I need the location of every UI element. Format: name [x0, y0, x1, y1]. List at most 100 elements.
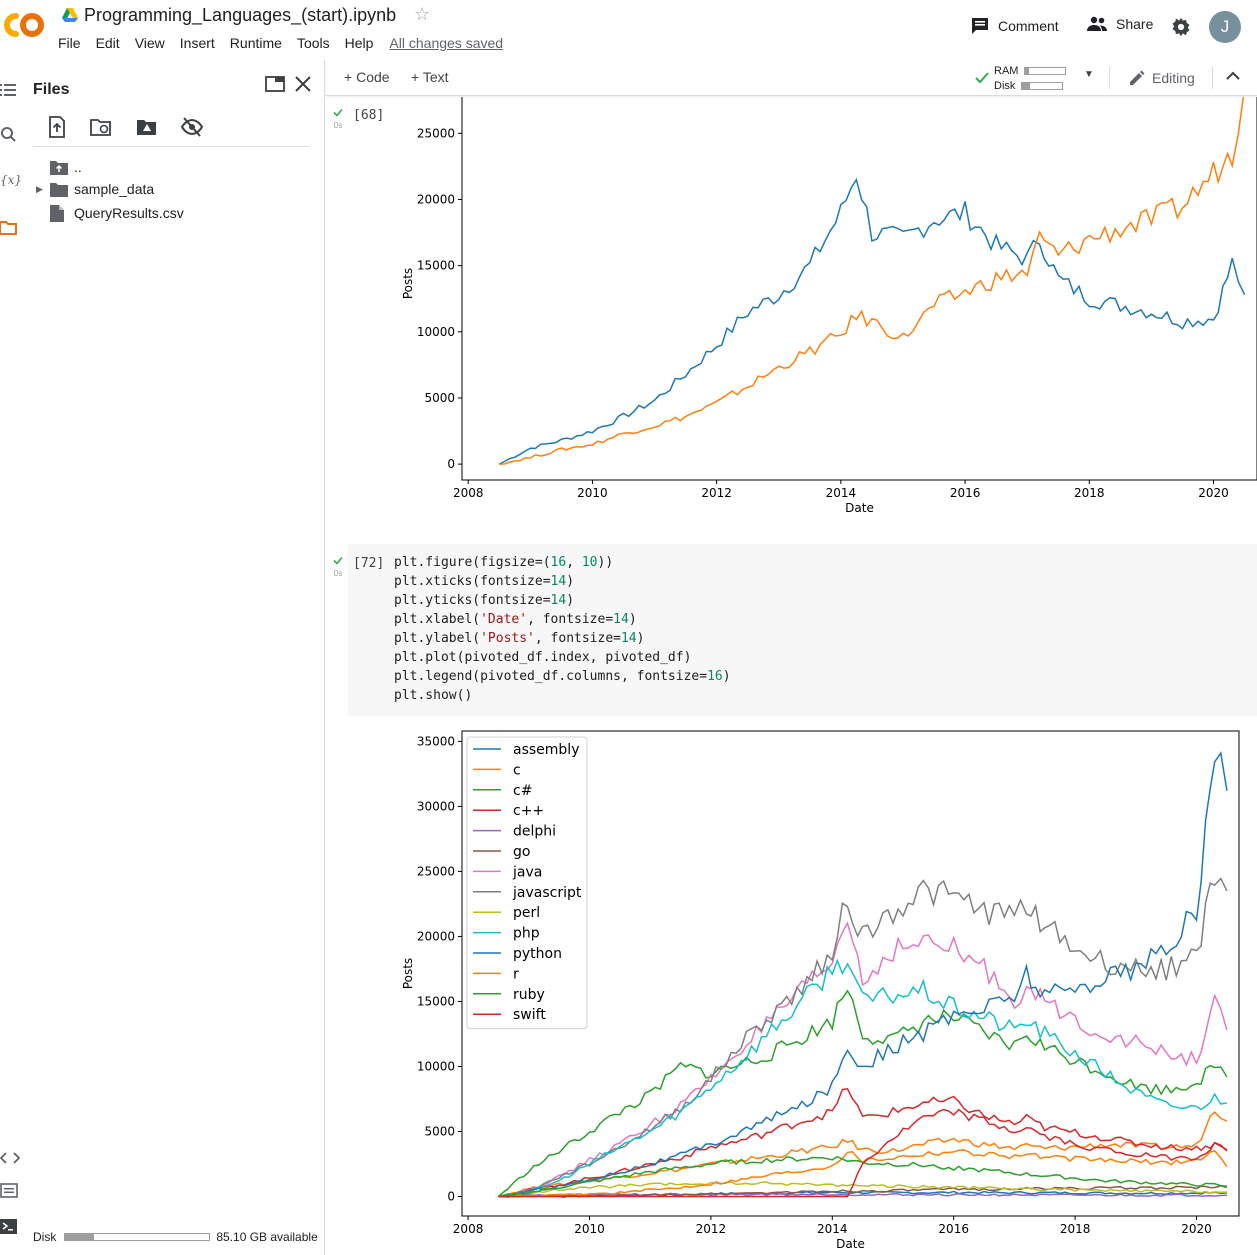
refresh-folder-icon[interactable] — [89, 115, 113, 139]
series-line-java — [498, 921, 1228, 1198]
menu-view[interactable]: View — [134, 35, 165, 51]
code-line: plt.plot(pivoted_df.index, pivoted_df) — [394, 650, 692, 665]
avatar[interactable]: J — [1209, 11, 1241, 43]
close-icon[interactable] — [293, 74, 313, 94]
notebook-area: 0s [68] 2008 2010 2012 2014 2016 2018 2020 0 500… — [326, 97, 1257, 1255]
y-tick-label: 10000 — [417, 1059, 455, 1073]
files-panel: Files .. — [22, 60, 325, 1255]
exec-count[interactable]: [72] — [353, 556, 385, 571]
plot-frame — [461, 97, 1257, 481]
editing-mode-button[interactable]: Editing — [1128, 69, 1195, 87]
editing-label: Editing — [1152, 70, 1195, 86]
legend-label-java: java — [512, 864, 542, 880]
runtime-dropdown-icon[interactable]: ▼ — [1084, 69, 1094, 80]
legend-label-c++: c++ — [513, 803, 544, 819]
y-axis-label: Posts — [401, 958, 415, 989]
y-tick-label: 35000 — [417, 734, 455, 748]
legend-label-go: go — [513, 844, 530, 860]
collapse-icon[interactable] — [1226, 71, 1240, 81]
exec-time: 0s — [333, 121, 343, 130]
menu-edit[interactable]: Edit — [95, 35, 120, 51]
file-tree-label: .. — [74, 159, 82, 175]
menu-file[interactable]: File — [58, 35, 81, 51]
terminal-icon[interactable] — [0, 1217, 20, 1237]
side-rail: {x} — [0, 60, 22, 1255]
plus-icon: + — [411, 69, 423, 85]
legend-box — [466, 736, 588, 1030]
x-tick-label: 2018 — [1060, 1222, 1091, 1236]
add-text-button[interactable]: + Text — [411, 69, 449, 85]
open-in-tab-icon[interactable] — [265, 74, 285, 94]
series-line-go — [498, 1185, 1228, 1198]
hide-files-icon[interactable] — [180, 115, 204, 139]
exec-count[interactable]: [68] — [353, 108, 385, 123]
search-icon[interactable] — [0, 126, 20, 146]
upload-icon[interactable] — [45, 115, 69, 139]
series-line-ruby — [498, 1155, 1227, 1198]
variables-icon[interactable]: {x} — [0, 173, 23, 187]
add-code-button[interactable]: + Code — [344, 69, 390, 85]
menu-tools[interactable]: Tools — [296, 35, 330, 51]
parent-folder-icon — [50, 158, 74, 176]
code-cell[interactable]: plt.figure(figsize=(16, 10)) plt.xticks(… — [348, 544, 1257, 716]
y-tick-label: 25000 — [417, 126, 455, 140]
series-line-python — [498, 751, 1228, 1198]
command-palette-icon[interactable] — [0, 1181, 20, 1201]
colab-logo[interactable] — [2, 10, 46, 40]
ram-fill — [1025, 67, 1030, 74]
y-tick-label: 10000 — [417, 325, 455, 339]
disk-available: 85.10 GB available — [216, 1230, 318, 1244]
star-icon[interactable]: ☆ — [414, 4, 431, 24]
legend-label-perl: perl — [513, 905, 540, 921]
pencil-icon — [1130, 70, 1145, 85]
expand-arrow-icon[interactable]: ▶ — [36, 183, 43, 194]
legend-label-r: r — [513, 966, 519, 982]
x-tick-label: 2020 — [1181, 1222, 1212, 1236]
menu-insert[interactable]: Insert — [179, 35, 215, 51]
notebook-title[interactable]: Programming_Languages_(start).ipynb — [84, 5, 397, 25]
code-editor[interactable]: plt.figure(figsize=(16, 10)) plt.xticks(… — [394, 553, 731, 705]
legend-label-ruby: ruby — [513, 987, 545, 1003]
file-tree-folder-sample-data[interactable]: ▶ sample_data — [36, 178, 154, 200]
series-line-javascript — [498, 877, 1228, 1198]
top-bar: Programming_Languages_(start).ipynb ☆ Fi… — [0, 0, 1257, 60]
disk-label: Disk — [994, 79, 1016, 92]
file-tree-parent[interactable]: .. — [36, 156, 82, 178]
add-code-label: Code — [356, 69, 390, 85]
comment-button[interactable]: Comment — [970, 16, 1059, 36]
code-line: plt.legend(pivoted_df.columns, fontsize=… — [394, 669, 731, 684]
menu-runtime[interactable]: Runtime — [229, 35, 282, 51]
resources-indicator[interactable]: RAM Disk — [994, 63, 1067, 93]
disk-label: Disk — [33, 1230, 57, 1244]
series-line-c# — [497, 989, 1228, 1198]
y-tick-label: 15000 — [417, 259, 455, 273]
add-text-label: Text — [422, 69, 449, 85]
file-tree-label: QueryResults.csv — [74, 205, 184, 221]
x-tick-label: 2012 — [701, 486, 732, 500]
x-tick-label: 2016 — [950, 486, 981, 500]
legend-label-delphi: delphi — [513, 824, 556, 840]
share-button[interactable]: Share — [1086, 16, 1153, 32]
mount-drive-icon[interactable] — [135, 115, 159, 139]
folder-icon — [50, 180, 74, 198]
toc-icon[interactable] — [0, 80, 20, 100]
code-line: plt.show() — [394, 688, 473, 703]
divider — [1109, 67, 1110, 89]
chart-plot-1: 2008 2010 2012 2014 2016 2018 2020 0 5000 10000 15… — [401, 97, 1257, 515]
save-status[interactable]: All changes saved — [389, 35, 504, 51]
x-tick-label: 2008 — [453, 1222, 484, 1236]
code-snippets-icon[interactable] — [0, 1148, 20, 1168]
disk-usage-fill — [65, 1234, 95, 1240]
x-axis-label: Date — [845, 501, 874, 515]
disk-fill — [1022, 82, 1031, 89]
menu-help[interactable]: Help — [344, 35, 374, 51]
legend-label-c#: c# — [513, 783, 532, 799]
gear-icon[interactable] — [1170, 16, 1192, 38]
legend-label-c: c — [513, 762, 521, 778]
series-line-series-2 — [499, 97, 1245, 465]
plus-icon: + — [344, 69, 357, 85]
x-tick-label: 2020 — [1198, 486, 1229, 500]
folder-icon[interactable] — [0, 218, 20, 238]
file-tree-file-queryresults[interactable]: QueryResults.csv — [36, 202, 184, 224]
x-tick-label: 2014 — [826, 486, 857, 500]
